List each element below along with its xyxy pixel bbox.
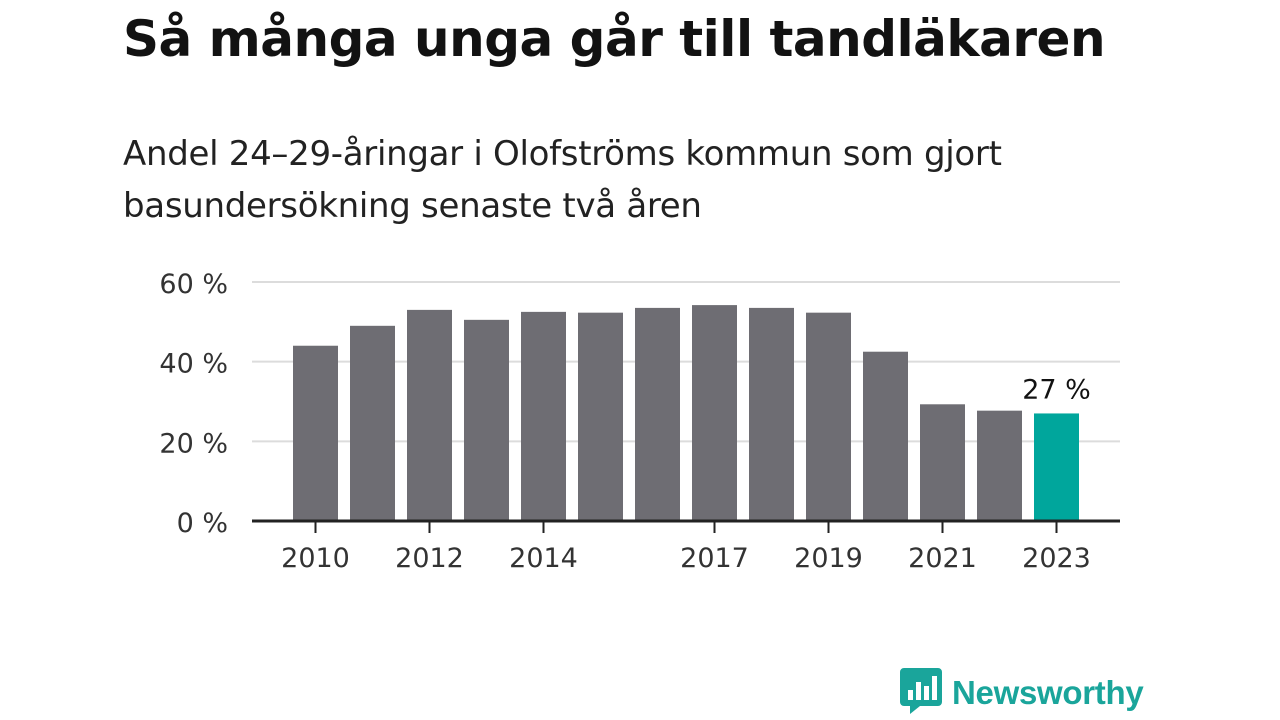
y-axis-tick-labels: 0 % 20 % 40 % 60 % [159,269,228,539]
bar-2017 [692,305,737,521]
x-tick-label: 2014 [509,543,578,574]
y-tick-label: 40 % [159,349,228,380]
chart-subtitle: Andel 24–29-åringar i Olofströms kommun … [123,134,1002,226]
y-tick-label: 20 % [159,428,228,459]
newsworthy-logo: Newsworthy [900,668,1144,718]
bar-2018 [749,307,794,521]
y-tick-label: 60 % [159,269,228,300]
bar-2012 [407,309,452,521]
bar-2020 [863,351,908,521]
bars [293,305,1079,521]
bar-2014 [521,311,566,521]
x-tick-label: 2023 [1022,543,1091,574]
x-tick-label: 2012 [395,543,464,574]
bar-2021 [920,404,965,521]
bar-2013 [464,319,509,521]
x-tick-label: 2010 [281,543,350,574]
bar-2016 [635,307,680,521]
x-axis-tick-labels: 2010 2012 2014 2017 2019 2021 2023 [281,521,1091,574]
y-tick-label: 0 % [177,508,228,539]
x-tick-label: 2021 [908,543,977,574]
bar-2022 [977,410,1022,521]
data-labels: 27 % [1022,374,1091,405]
chart-title: Så många unga går till tandläkaren [123,10,1106,68]
x-tick-label: 2017 [680,543,749,574]
bar-2023 [1034,413,1079,521]
bar-2010 [293,345,338,521]
grid-lines [252,281,1120,443]
x-tick-label: 2019 [794,543,863,574]
bar-2019 [806,312,851,521]
brand-name: Newsworthy [952,674,1144,711]
bar-2011 [350,325,395,521]
bar-chart-speech-bubble-icon [900,668,942,718]
bar-2015 [578,312,623,521]
data-label: 27 % [1022,374,1091,405]
